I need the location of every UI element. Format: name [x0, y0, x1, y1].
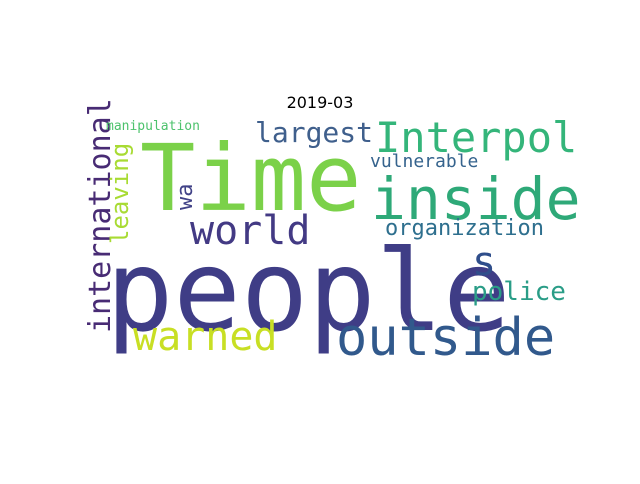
word-wa: wa: [173, 184, 198, 211]
word-largest: largest: [255, 116, 373, 149]
word-manipulation: manipulation: [106, 119, 200, 134]
word-international: international: [83, 98, 118, 333]
word-police: police: [472, 277, 566, 307]
word-s: s: [472, 239, 496, 285]
word-organization: organization: [385, 216, 544, 241]
word-outside: outside: [336, 308, 555, 368]
word-people: people: [106, 227, 511, 357]
word-warned: warned: [133, 314, 278, 360]
word-leaving: leaving: [106, 143, 134, 244]
word-world: world: [190, 208, 310, 254]
word-vulnerable: vulnerable: [370, 151, 478, 172]
word-time: Time: [140, 125, 362, 232]
word-inside: inside: [371, 165, 581, 233]
word-interpol: Interpol: [375, 113, 577, 162]
chart-title: 2019-03: [286, 93, 354, 112]
